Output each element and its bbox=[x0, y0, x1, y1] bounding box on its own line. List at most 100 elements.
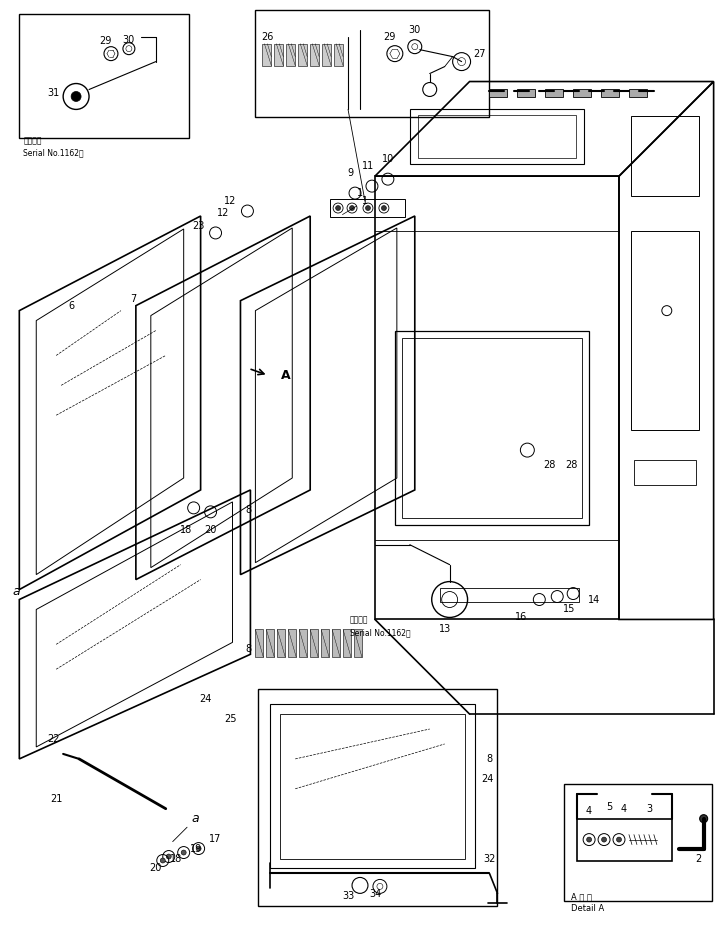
Bar bbox=[490, 89, 508, 97]
Bar bbox=[629, 89, 647, 97]
Text: 25: 25 bbox=[224, 714, 237, 724]
Text: 通用号械: 通用号械 bbox=[23, 137, 42, 146]
Bar bbox=[332, 629, 340, 657]
Text: 8: 8 bbox=[245, 645, 252, 654]
Bar bbox=[310, 44, 319, 66]
Circle shape bbox=[166, 854, 171, 859]
Text: 30: 30 bbox=[408, 25, 421, 34]
Text: 24: 24 bbox=[199, 694, 212, 704]
Circle shape bbox=[349, 206, 354, 210]
Text: 22: 22 bbox=[47, 734, 60, 744]
Text: 1: 1 bbox=[357, 188, 363, 198]
Text: 4: 4 bbox=[621, 803, 627, 814]
Bar bbox=[321, 629, 329, 657]
Text: 29: 29 bbox=[99, 35, 111, 46]
Circle shape bbox=[616, 837, 621, 843]
Bar bbox=[410, 109, 584, 164]
Text: 10: 10 bbox=[382, 154, 394, 165]
Bar bbox=[343, 629, 351, 657]
Bar bbox=[334, 44, 343, 66]
Text: 13: 13 bbox=[439, 625, 451, 634]
Text: 17: 17 bbox=[209, 834, 221, 843]
Text: 32: 32 bbox=[483, 854, 495, 863]
Bar bbox=[330, 199, 405, 217]
Bar bbox=[631, 231, 699, 430]
Text: 27: 27 bbox=[473, 49, 486, 59]
Text: 31: 31 bbox=[47, 89, 59, 98]
Text: 15: 15 bbox=[563, 605, 575, 614]
Text: 18: 18 bbox=[180, 525, 192, 535]
Text: 33: 33 bbox=[342, 891, 354, 902]
Circle shape bbox=[587, 837, 592, 843]
Bar bbox=[322, 44, 331, 66]
Bar bbox=[402, 338, 582, 518]
Circle shape bbox=[196, 846, 201, 851]
Text: 28: 28 bbox=[565, 460, 577, 470]
Bar bbox=[299, 629, 307, 657]
Text: 12: 12 bbox=[224, 196, 237, 206]
Bar bbox=[601, 89, 619, 97]
Bar bbox=[288, 629, 296, 657]
Bar bbox=[19, 13, 188, 138]
Bar bbox=[577, 819, 672, 861]
Bar bbox=[564, 783, 712, 902]
Text: Serial No.1162～: Serial No.1162～ bbox=[23, 149, 84, 158]
Bar bbox=[418, 115, 576, 158]
Bar bbox=[573, 89, 591, 97]
Text: 1: 1 bbox=[342, 196, 368, 214]
Circle shape bbox=[71, 91, 81, 102]
Bar bbox=[545, 89, 563, 97]
Bar bbox=[395, 330, 589, 525]
Circle shape bbox=[365, 206, 370, 210]
Text: 通用号械: 通用号械 bbox=[350, 615, 369, 624]
Text: 4: 4 bbox=[586, 805, 592, 816]
Text: 7: 7 bbox=[129, 293, 136, 304]
Text: 18: 18 bbox=[170, 854, 182, 863]
Text: A: A bbox=[280, 368, 290, 382]
Bar bbox=[262, 44, 271, 66]
Circle shape bbox=[160, 858, 165, 863]
Text: 19: 19 bbox=[190, 843, 202, 854]
Text: 9: 9 bbox=[347, 169, 353, 178]
Bar bbox=[258, 689, 498, 906]
Text: a: a bbox=[173, 812, 199, 842]
Bar bbox=[518, 89, 536, 97]
Text: a: a bbox=[12, 585, 20, 598]
Circle shape bbox=[381, 206, 386, 210]
Bar bbox=[275, 44, 283, 66]
Circle shape bbox=[336, 206, 341, 210]
Bar bbox=[354, 629, 362, 657]
Bar bbox=[278, 629, 285, 657]
Text: 8: 8 bbox=[487, 754, 493, 764]
Circle shape bbox=[700, 815, 707, 823]
Text: 2: 2 bbox=[695, 854, 702, 863]
Text: 6: 6 bbox=[68, 301, 74, 310]
Circle shape bbox=[602, 837, 607, 843]
Circle shape bbox=[181, 850, 186, 855]
Text: 11: 11 bbox=[362, 161, 374, 171]
Bar bbox=[631, 116, 699, 196]
Bar bbox=[440, 587, 579, 602]
Text: 14: 14 bbox=[588, 594, 600, 605]
Text: 23: 23 bbox=[193, 221, 205, 231]
Bar bbox=[255, 10, 490, 117]
Text: 8: 8 bbox=[245, 505, 252, 515]
Bar bbox=[255, 629, 263, 657]
Text: 5: 5 bbox=[606, 802, 612, 812]
Text: Serial No.1162～: Serial No.1162～ bbox=[350, 628, 411, 637]
Text: 21: 21 bbox=[50, 794, 63, 803]
Text: 24: 24 bbox=[481, 774, 494, 783]
Text: A 詳 情: A 詳 情 bbox=[571, 892, 592, 901]
Text: 30: 30 bbox=[123, 34, 135, 45]
Text: 28: 28 bbox=[543, 460, 556, 470]
Text: Detail A: Detail A bbox=[571, 903, 605, 913]
Text: 34: 34 bbox=[369, 889, 381, 900]
Bar bbox=[634, 460, 696, 485]
Bar bbox=[266, 629, 275, 657]
Text: 26: 26 bbox=[261, 31, 273, 42]
Bar bbox=[298, 44, 307, 66]
Bar bbox=[310, 629, 319, 657]
Text: 20: 20 bbox=[150, 863, 162, 874]
Text: 12: 12 bbox=[217, 208, 229, 218]
Text: 16: 16 bbox=[516, 612, 528, 623]
